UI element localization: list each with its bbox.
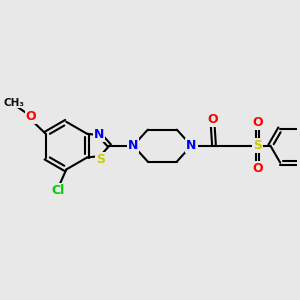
Text: O: O: [252, 162, 263, 175]
Text: CH₃: CH₃: [4, 98, 25, 108]
Text: O: O: [26, 110, 37, 123]
Text: N: N: [128, 139, 138, 152]
Text: S: S: [96, 153, 105, 166]
Text: Cl: Cl: [52, 184, 65, 197]
Text: N: N: [94, 128, 104, 141]
Text: O: O: [252, 116, 263, 130]
Text: N: N: [186, 139, 197, 152]
Text: S: S: [253, 139, 262, 152]
Text: O: O: [207, 113, 218, 126]
